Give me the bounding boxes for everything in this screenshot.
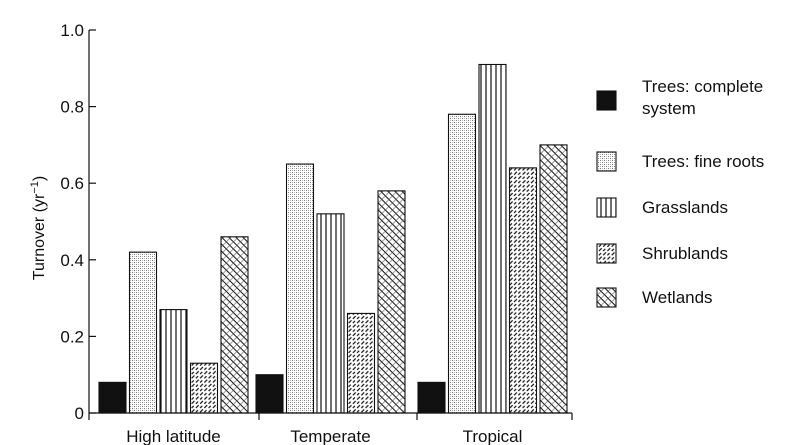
bars <box>98 63 568 414</box>
bar-diagonal-dashed-0 <box>189 362 219 414</box>
legend: Trees: complete system Trees: fine roots Gr… <box>596 77 764 308</box>
legend-label: system <box>642 99 696 118</box>
x-category-label: High latitude <box>126 427 221 445</box>
y-tick-label: 0.2 <box>60 327 84 346</box>
y-tick-label: 0 <box>75 404 84 423</box>
y-tick-label: 0.8 <box>60 98 84 117</box>
bar-vertical-lines-0 <box>159 309 188 414</box>
legend-swatch <box>596 151 617 172</box>
bar-solid-1 <box>255 374 284 414</box>
y-tick-label: 0.4 <box>60 251 84 270</box>
bar-cross-hatch-2 <box>539 144 568 414</box>
legend-swatch <box>596 90 617 111</box>
legend-label: Trees: complete <box>642 77 763 96</box>
bar-solid-2 <box>417 381 446 414</box>
x-category-label: Tropical <box>463 427 523 445</box>
y-axis: 0 0.2 0.4 0.6 0.8 1.0 <box>60 21 96 423</box>
legend-swatch <box>596 197 617 218</box>
bar-cross-hatch-0 <box>220 236 249 414</box>
y-axis-title-close: ) <box>31 176 48 181</box>
bar-stipple-0 <box>128 251 158 414</box>
legend-label: Wetlands <box>642 288 713 307</box>
bar-solid-0 <box>98 381 127 414</box>
x-axis: High latitude Temperate Tropical <box>88 412 573 445</box>
bar-vertical-lines-1 <box>316 213 345 414</box>
bar-diagonal-dashed-1 <box>346 312 376 414</box>
y-tick-label: 0.6 <box>60 174 84 193</box>
legend-label: Grasslands <box>642 198 728 217</box>
y-tick-label: 1.0 <box>60 21 84 40</box>
bar-diagonal-dashed-2 <box>508 167 538 414</box>
legend-label: Trees: fine roots <box>642 152 764 171</box>
bar-stipple-2 <box>447 113 477 414</box>
bar-cross-hatch-1 <box>377 190 406 414</box>
legend-swatch <box>596 287 617 308</box>
legend-label: Shrublands <box>642 244 728 263</box>
x-category-label: Temperate <box>290 427 370 445</box>
y-axis-title-superscript: −1 <box>29 181 41 194</box>
bar-stipple-1 <box>285 163 315 414</box>
legend-swatch <box>596 243 617 264</box>
bar-vertical-lines-2 <box>478 63 507 414</box>
y-axis-title: Turnover (yr−1) <box>29 176 48 280</box>
